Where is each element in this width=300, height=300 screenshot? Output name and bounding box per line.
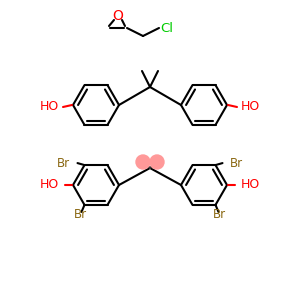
Circle shape xyxy=(150,155,164,169)
Text: Br: Br xyxy=(74,208,87,221)
Text: HO: HO xyxy=(40,100,59,113)
Text: O: O xyxy=(112,9,123,23)
Text: Br: Br xyxy=(230,157,243,169)
Text: HO: HO xyxy=(241,100,260,113)
Circle shape xyxy=(136,155,150,169)
Text: Cl: Cl xyxy=(160,22,173,34)
Text: Br: Br xyxy=(213,208,226,221)
Text: Br: Br xyxy=(57,157,70,169)
Text: HO: HO xyxy=(40,178,59,191)
Text: HO: HO xyxy=(241,178,260,191)
